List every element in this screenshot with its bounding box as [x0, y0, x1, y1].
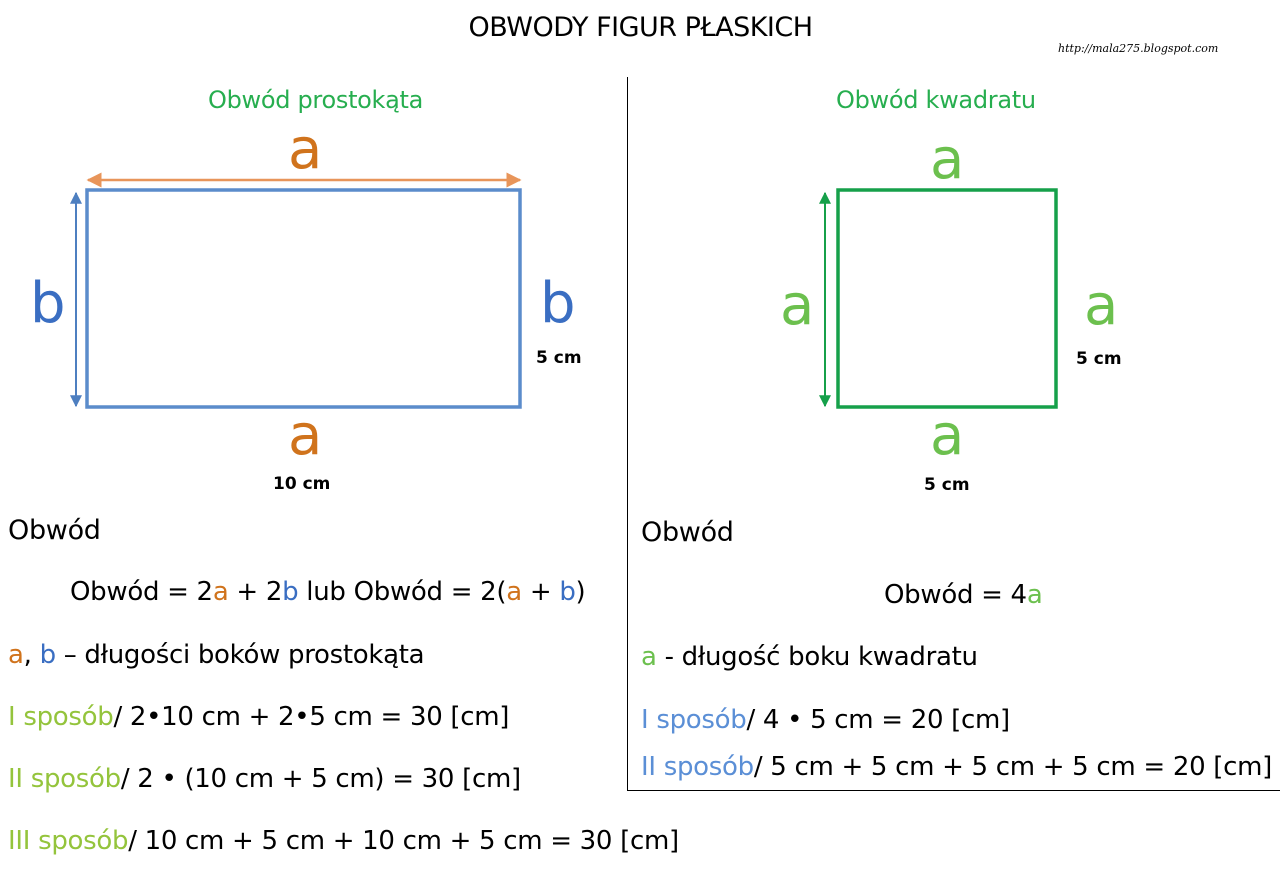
formula-b: b: [282, 577, 299, 607]
rectangle-side-length: 5 cm: [536, 348, 582, 368]
method-text: / 4 • 5 cm = 20 [cm]: [746, 705, 1010, 735]
square-shape: [836, 188, 1058, 409]
formula-part: +: [521, 577, 560, 607]
square-method-1: I sposób/ 4 • 5 cm = 20 [cm]: [641, 705, 1010, 735]
rectangle-section-title: Obwód prostokąta: [208, 86, 424, 114]
square-bottom-length: 5 cm: [924, 475, 970, 495]
square-formula: Obwód = 4a: [884, 580, 1043, 610]
method-label: I sposób: [641, 705, 747, 735]
method-label: II sposób: [8, 764, 121, 794]
rectangle-method-2: II sposób/ 2 • (10 cm + 5 cm) = 30 [cm]: [8, 764, 521, 794]
formula-part: lub: [298, 577, 354, 607]
formula-part: + 2: [228, 577, 283, 607]
formula-part: ): [575, 577, 586, 607]
square-letter-right: a: [1084, 273, 1119, 338]
square-perimeter-heading: Obwód: [641, 517, 734, 548]
formula-b: b: [559, 577, 576, 607]
legend-b: b: [39, 640, 57, 670]
legend-sep: ,: [23, 640, 40, 670]
rectangle-letter-top: a: [288, 117, 323, 182]
rectangle-perimeter-heading: Obwód: [8, 515, 101, 546]
rectangle-formula: Obwód = 2a + 2b lub Obwód = 2(a + b): [70, 577, 586, 607]
method-text: / 10 cm + 5 cm + 10 cm + 5 cm = 30 [cm]: [128, 826, 679, 856]
method-label: III sposób: [8, 826, 129, 856]
rectangle-method-3: III sposób/ 10 cm + 5 cm + 10 cm + 5 cm …: [8, 826, 679, 856]
rectangle-legend: a, b – długości boków prostokąta: [8, 640, 425, 670]
legend-a: a: [8, 640, 24, 670]
method-label: I sposób: [8, 702, 114, 732]
formula-a: a: [506, 577, 522, 607]
column-divider: [627, 77, 628, 791]
rectangle-bottom-length: 10 cm: [273, 474, 331, 494]
rectangle-shape: [85, 188, 522, 409]
method-text: / 2•10 cm + 2•5 cm = 30 [cm]: [113, 702, 510, 732]
formula-part: Obwód = 2: [70, 577, 213, 607]
rectangle-method-1: I sposób/ 2•10 cm + 2•5 cm = 30 [cm]: [8, 702, 509, 732]
square-side-length: 5 cm: [1076, 349, 1122, 369]
square-letter-bottom: a: [930, 403, 965, 468]
page-title: OBWODY FIGUR PŁASKICH: [468, 12, 813, 43]
method-label: II sposób: [641, 752, 754, 782]
square-section-title: Obwód kwadratu: [836, 86, 1036, 114]
legend-text: - długość boku kwadratu: [656, 642, 978, 672]
source-url: http://mala275.blogspot.com: [1058, 42, 1219, 55]
square-panel-bottom-border: [627, 790, 1280, 791]
method-text: / 2 • (10 cm + 5 cm) = 30 [cm]: [120, 764, 521, 794]
square-letter-left: a: [780, 273, 815, 338]
formula-part: Obwód = 2(: [353, 577, 507, 607]
rectangle-letter-right: b: [540, 271, 576, 336]
square-method-2: II sposób/ 5 cm + 5 cm + 5 cm + 5 cm = 2…: [641, 752, 1272, 782]
formula-a: a: [212, 577, 229, 607]
formula-part: Obwód = 4: [884, 580, 1027, 610]
formula-a: a: [1026, 580, 1043, 610]
rectangle-letter-bottom: a: [288, 403, 323, 468]
square-letter-top: a: [930, 127, 965, 192]
method-text: / 5 cm + 5 cm + 5 cm + 5 cm = 20 [cm]: [753, 752, 1272, 782]
square-legend: a - długość boku kwadratu: [641, 642, 978, 672]
legend-a: a: [641, 642, 657, 672]
legend-text: – długości boków prostokąta: [55, 640, 425, 670]
rectangle-letter-left: b: [30, 271, 66, 336]
